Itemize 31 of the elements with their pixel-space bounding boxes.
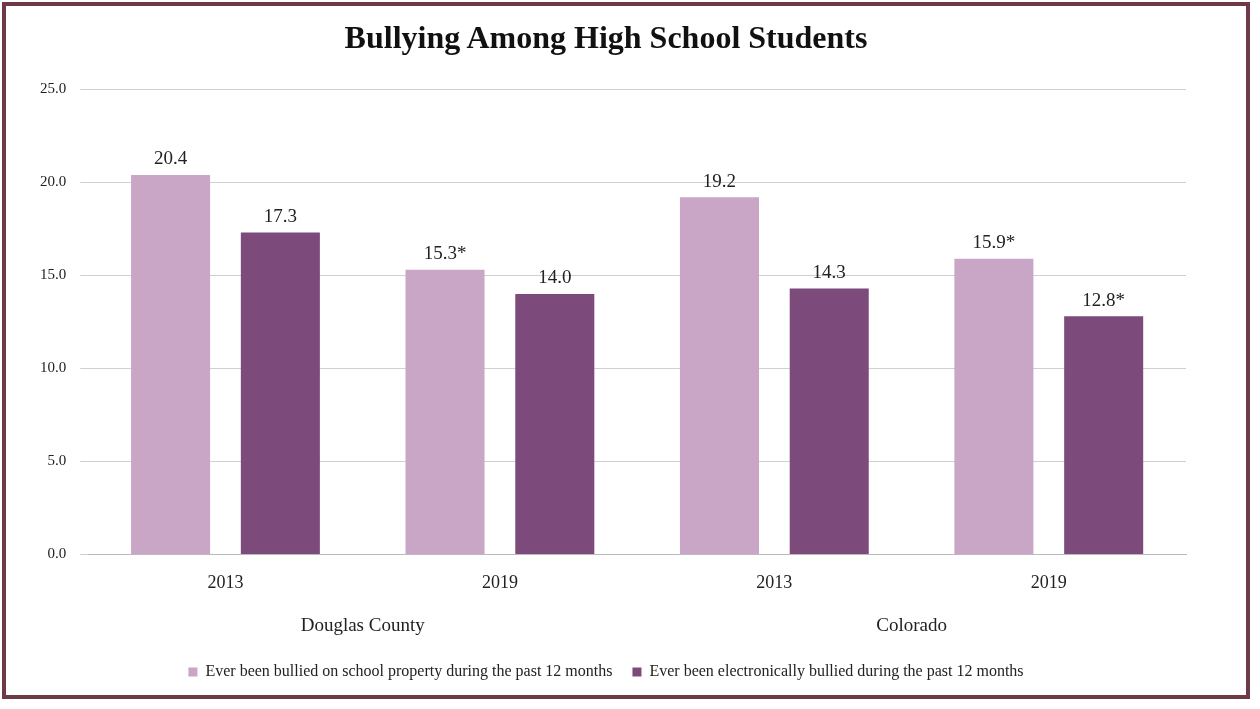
bar bbox=[405, 269, 485, 554]
bar bbox=[131, 174, 211, 554]
y-tick-label: 10.0 bbox=[40, 359, 67, 376]
bar bbox=[679, 197, 759, 554]
text: Douglas County bbox=[300, 613, 426, 635]
data-label: 17.3 bbox=[263, 205, 297, 227]
bar bbox=[515, 294, 595, 554]
x-tick-label: 2019 bbox=[481, 571, 518, 592]
bar bbox=[789, 288, 869, 554]
y-tick-label: 15.0 bbox=[40, 266, 67, 283]
y-tick-label: 20.0 bbox=[40, 173, 67, 190]
x-tick-label: 2013 bbox=[756, 571, 793, 592]
y-tick-label: 5.0 bbox=[47, 452, 67, 469]
bar bbox=[954, 258, 1034, 554]
bar bbox=[240, 232, 320, 554]
y-tick-label: 0.0 bbox=[47, 545, 67, 562]
data-label: 15.3* bbox=[423, 242, 467, 264]
y-tick-label: 25.0 bbox=[40, 80, 67, 97]
x-tick-label: 2019 bbox=[1030, 571, 1067, 592]
data-label: 19.2 bbox=[702, 169, 737, 191]
data-label: 14.0 bbox=[538, 266, 572, 288]
data-label: 20.4 bbox=[153, 147, 188, 169]
legend-label: Ever been bullied on school property during the past 12 months bbox=[205, 662, 613, 681]
data-label: 15.9* bbox=[972, 231, 1016, 253]
legend-label: Ever been electronically bullied during the past 12 months bbox=[649, 662, 1024, 681]
text: Colorado bbox=[876, 613, 947, 635]
data-label: 14.3 bbox=[812, 260, 846, 282]
bar bbox=[1064, 316, 1144, 554]
x-tick-label: 2013 bbox=[207, 571, 244, 592]
data-label: 12.8* bbox=[1082, 288, 1126, 310]
chart-title: Bullying Among High School Students bbox=[344, 19, 868, 56]
